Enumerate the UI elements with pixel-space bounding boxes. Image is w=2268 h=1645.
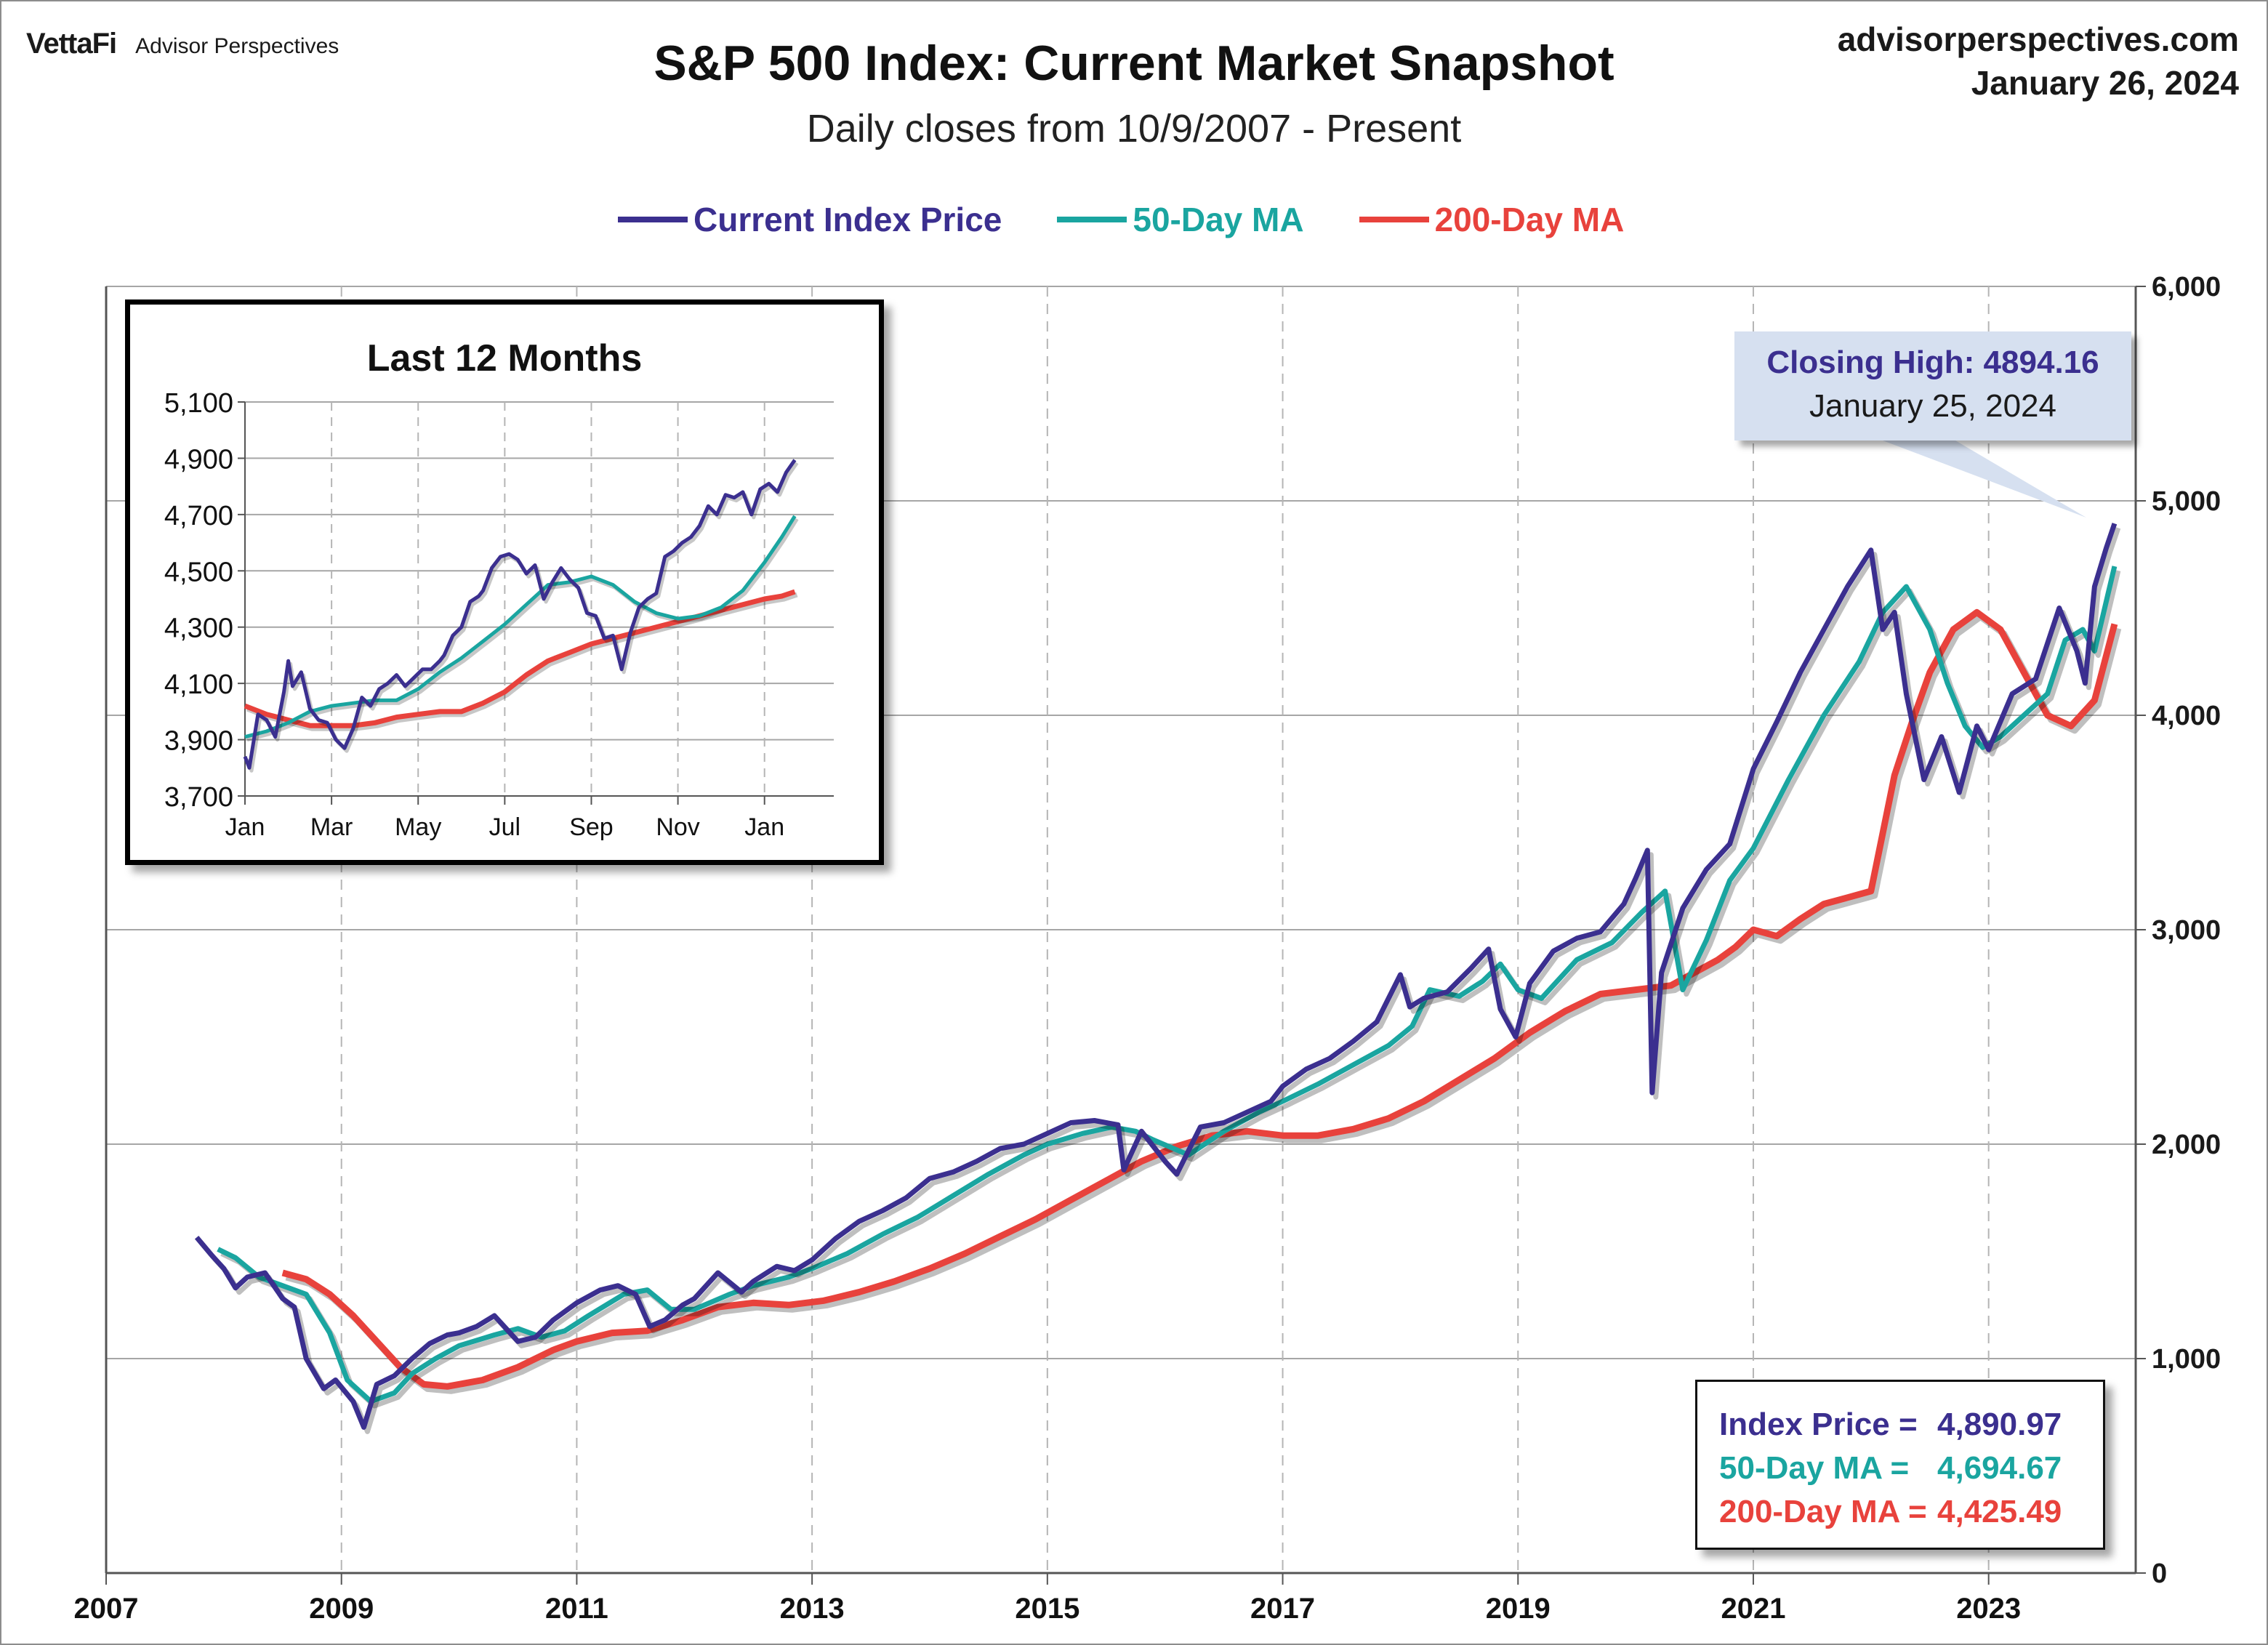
series-ma200 [281,608,2122,1394]
legend-label-ma50: 50-Day MA [1133,201,1304,238]
inset-y-tick-label: 4,500 [164,557,233,587]
inset-x-tick-label: Jul [489,813,520,841]
callout-closing-high: Closing High: 4894.16 [1766,345,2099,380]
inset-y-tick-label: 5,100 [164,388,233,419]
stat-value-price: 4,890.97 [1937,1407,2062,1442]
legend-label-price: Current Index Price [693,201,1002,238]
closing-high-callout: Closing High: 4894.16 January 25, 2024 [1734,331,2131,441]
inset-y-tick-label: 4,900 [164,444,233,475]
legend-swatch-ma50 [1057,217,1127,222]
legend-swatch-price [618,217,688,222]
inset-series-line-price [243,459,797,770]
stat-value-ma200: 4,425.49 [1937,1494,2062,1529]
x-tick-label: 2009 [309,1593,374,1625]
x-tick-label: 2017 [1250,1593,1315,1625]
brand-subtitle: Advisor Perspectives [135,34,339,58]
x-tick-label: 2021 [1721,1593,1785,1625]
inset-x-tick-label: Jan [225,813,265,841]
stat-label-ma50: 50-Day MA = [1719,1450,1910,1486]
publish-date: January 26, 2024 [1971,64,2239,102]
inset-series-price [243,459,799,773]
inset-x-tick-label: Jan [744,813,784,841]
inset-series-shadow-ma50 [246,518,799,742]
legend-swatch-ma200 [1359,217,1429,222]
x-tick-label: 2011 [545,1593,608,1625]
stat-value-ma50: 4,694.67 [1937,1450,2062,1486]
x-tick-label: 2019 [1486,1593,1551,1625]
inset-y-tick-label: 3,700 [164,782,233,813]
stat-row-price: Index Price = 4,890.97 [1719,1407,2062,1443]
legend: Current Index Price 50-Day MA 200-Day MA [618,198,1679,241]
inset-series-shadow-ma200 [246,592,798,731]
y-tick-label: 4,000 [2152,701,2221,731]
series-line-ma200 [281,608,2118,1390]
inset-chart-box: Last 12 Months 5,100 4,900 4,700 4,500 4,300… [125,299,884,865]
y-tick-label: 0 [2152,1558,2167,1589]
chart-title: S&P 500 Index: Current Market Snapshot [654,36,1614,91]
brand-name: VettaFi [26,28,117,60]
stat-row-ma50: 50-Day MA = 4,694.67 [1719,1450,2062,1487]
x-tick-label: 2013 [780,1593,845,1625]
legend-item-ma200: 200-Day MA [1359,200,1625,239]
site-info: advisorperspectives.com January 26, 2024 [1838,17,2239,105]
inset-y-tick-label: 4,700 [164,501,233,531]
legend-item-ma50: 50-Day MA [1057,200,1304,239]
y-tick-label: 6,000 [2152,272,2221,302]
series-line-price [194,523,2118,1430]
site-url: advisorperspectives.com [1837,20,2239,58]
y-tick-label: 5,000 [2152,486,2221,517]
inset-y-tick-label: 3,900 [164,726,233,757]
y-tick-label: 3,000 [2152,915,2221,946]
inset-x-tick-label: Sep [569,813,614,841]
inset-x-tick-label: May [395,813,441,841]
stats-box: Index Price = 4,890.97 50-Day MA = 4,694… [1695,1380,2105,1550]
inset-series-line-ma50 [244,515,797,739]
stat-row-ma200: 200-Day MA = 4,425.49 [1719,1494,2062,1530]
inset-y-tick-label: 4,100 [164,669,233,700]
inset-y-tick-label: 4,300 [164,614,233,644]
inset-x-tick-label: Mar [310,813,353,841]
brand-logo: VettaFi Advisor Perspectives [26,28,339,60]
chart-subtitle: Daily closes from 10/9/2007 - Present [806,107,1462,150]
legend-item-price: Current Index Price [618,200,1002,239]
y-tick-label: 2,000 [2152,1130,2221,1160]
x-tick-label: 2015 [1015,1593,1079,1625]
series-shadow-ma200 [285,613,2122,1394]
x-tick-label: 2023 [1956,1593,2021,1625]
series-line-ma50 [217,566,2118,1404]
y-tick-label: 1,000 [2152,1344,2221,1375]
inset-series-ma50 [244,515,799,742]
callout-date: January 25, 2024 [1809,388,2057,424]
inset-title: Last 12 Months [366,337,643,379]
stat-label-ma200: 200-Day MA = [1719,1494,1927,1529]
x-tick-label: 2007 [74,1593,139,1625]
legend-label-ma200: 200-Day MA [1434,201,1625,238]
stat-label-price: Index Price = [1719,1407,1918,1442]
inset-chart: 5,100 4,900 4,700 4,500 4,300 4,100 3,900 3,700… [164,388,834,841]
inset-x-tick-label: Nov [656,813,699,841]
series-price [194,523,2121,1434]
